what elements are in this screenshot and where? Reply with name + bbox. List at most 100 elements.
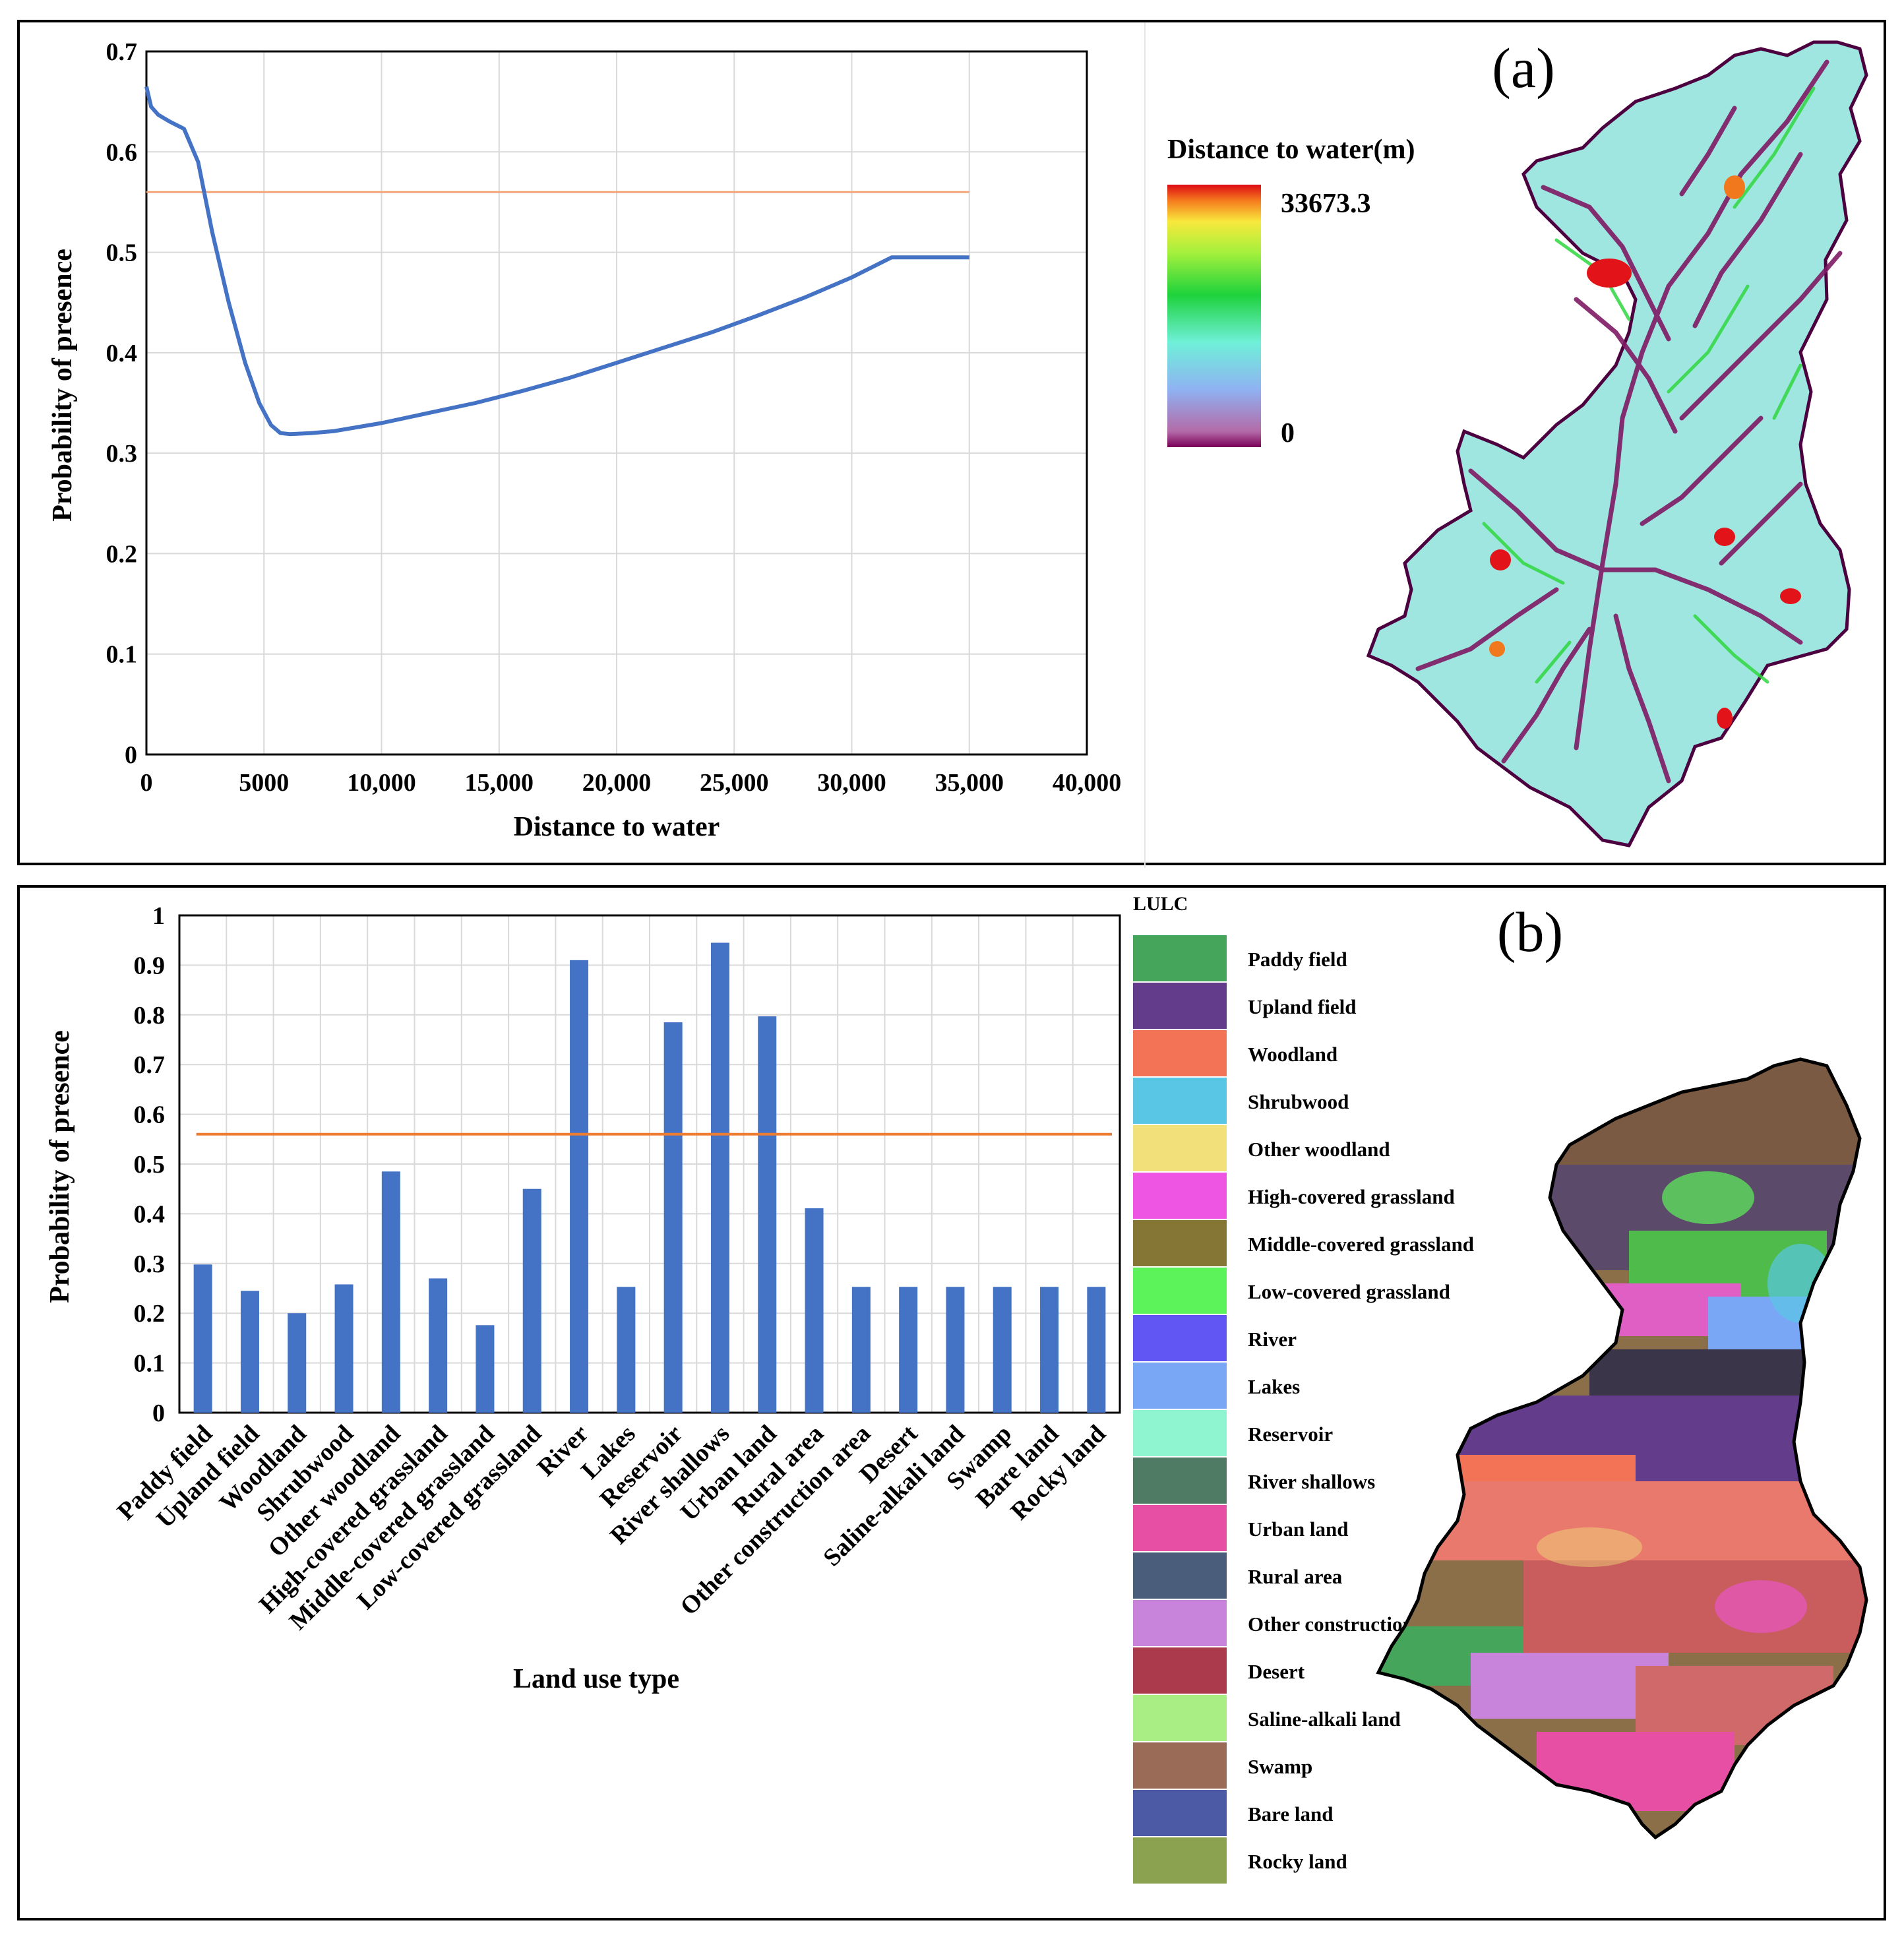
legend-label: Low-covered grassland	[1248, 1280, 1450, 1303]
x-axis-ticks-a: 0 5000 10,000 15,000 20,000 25,000 30,000 35,00…	[140, 769, 1122, 797]
legend-swatch	[1133, 1695, 1227, 1741]
y-tick-label: 0.4	[134, 1200, 166, 1228]
legend-swatch	[1133, 1742, 1227, 1789]
map-hotspot	[1489, 641, 1505, 657]
legend-label: River	[1248, 1328, 1297, 1351]
legend-label: Paddy field	[1248, 948, 1347, 971]
lulc-map	[1376, 1057, 1868, 1840]
y-tick-label: 0.1	[106, 641, 138, 669]
x-tick-label: 15,000	[465, 769, 534, 797]
x-tick-label: 20,000	[582, 769, 652, 797]
lulc-legend-title: LULC	[1133, 893, 1188, 915]
legend-label: Desert	[1248, 1660, 1305, 1683]
legend-label: Urban land	[1248, 1518, 1348, 1541]
y-tick-label: 0.5	[134, 1151, 166, 1179]
bar	[710, 942, 729, 1413]
y-tick-label: 0.1	[134, 1350, 166, 1378]
y-tick-label: 0.7	[134, 1051, 166, 1079]
legend-min-value: 0	[1281, 418, 1295, 448]
distance-to-water-map	[1366, 40, 1868, 847]
y-axis-title-b: Probability of presence	[45, 1030, 75, 1303]
legend-label: Lakes	[1248, 1375, 1300, 1398]
map-hotspot	[1780, 588, 1801, 604]
bar	[993, 1287, 1012, 1413]
legend-swatch	[1133, 1552, 1227, 1599]
legend-swatch	[1133, 1790, 1227, 1836]
legend-swatch	[1133, 1837, 1227, 1884]
legend-label: Middle-covered grassland	[1248, 1233, 1474, 1256]
legend-swatch	[1133, 1030, 1227, 1076]
legend-max-value: 33673.3	[1281, 189, 1371, 219]
y-axis-ticks-a: 0 0.1 0.2 0.3 0.4 0.5 0.6 0.7	[106, 38, 138, 769]
color-ramp-legend	[1167, 185, 1261, 447]
bar	[946, 1287, 965, 1413]
bar-chart-land-use: 0 0.1 0.2 0.3 0.4 0.5 0.6 0.7 0.8 0.9 1 Paddy fiel…	[45, 893, 1868, 1884]
y-tick-label: 0.3	[106, 440, 138, 468]
map-hotspot	[1714, 528, 1735, 546]
bar	[1040, 1287, 1059, 1413]
legend-swatch	[1133, 1458, 1227, 1504]
bar	[429, 1278, 448, 1413]
x-tick-label: 25,000	[700, 769, 769, 797]
y-tick-label: 0.7	[106, 38, 138, 66]
legend-swatch	[1133, 1647, 1227, 1694]
legend-label: Bare land	[1248, 1802, 1333, 1826]
legend-swatch	[1133, 1410, 1227, 1456]
y-tick-label: 0.9	[134, 952, 166, 979]
legend-swatch	[1133, 1315, 1227, 1361]
bar	[381, 1171, 400, 1413]
bar	[617, 1287, 636, 1413]
legend-swatch	[1133, 983, 1227, 1029]
legend-label: Shrubwood	[1248, 1090, 1349, 1113]
grid-a	[146, 51, 1088, 755]
legend-label: Upland field	[1248, 995, 1357, 1018]
bar	[570, 960, 589, 1413]
legend-label: River shallows	[1248, 1470, 1375, 1493]
bars	[193, 942, 1106, 1413]
x-tick-label: 30,000	[817, 769, 886, 797]
map-hotspot	[1587, 259, 1632, 288]
bar	[899, 1287, 918, 1413]
y-tick-label: 0.8	[134, 1002, 166, 1029]
legend-swatch	[1133, 1173, 1227, 1219]
legend-label: Reservoir	[1248, 1423, 1333, 1446]
legend-swatch	[1133, 1220, 1227, 1266]
bar	[476, 1325, 495, 1413]
map-hotspot	[1717, 708, 1733, 729]
legend-label: Saline-alkali land	[1248, 1707, 1401, 1731]
x-tick-label: 0	[140, 769, 153, 797]
bar	[758, 1016, 777, 1413]
panel-label-a: (a)	[1492, 36, 1554, 100]
bar	[334, 1284, 353, 1413]
y-tick-label: 0.6	[106, 138, 138, 166]
y-tick-label: 0.2	[134, 1300, 166, 1328]
bar	[663, 1022, 683, 1413]
legend-swatch	[1133, 935, 1227, 981]
x-tick-label: 5000	[239, 769, 289, 797]
legend-swatch	[1133, 1600, 1227, 1646]
legend-swatch	[1133, 1125, 1227, 1171]
legend-swatch	[1133, 1268, 1227, 1314]
panel-label-b: (b)	[1497, 900, 1563, 964]
y-tick-label: 0.3	[134, 1250, 166, 1278]
bar	[288, 1313, 307, 1413]
response-curve	[144, 86, 969, 437]
panel-a: 0 0.1 0.2 0.3 0.4 0.5 0.6 0.7 0 5000 10,000 15,000…	[17, 20, 1886, 868]
legend-label: Rocky land	[1248, 1850, 1347, 1873]
legend-label: Swamp	[1248, 1755, 1312, 1778]
line-chart-distance-to-water: 0 0.1 0.2 0.3 0.4 0.5 0.6 0.7 0 5000 10,000 15,000…	[47, 22, 1868, 868]
map-hotspot	[1724, 175, 1745, 199]
plot-frame-a	[145, 50, 1088, 756]
x-axis-title-a: Distance to water	[514, 812, 720, 842]
x-axis-title-b: Land use type	[513, 1664, 679, 1694]
y-tick-label: 0.2	[106, 540, 138, 568]
grid-b	[179, 915, 1121, 1413]
y-tick-label: 0.5	[106, 239, 138, 267]
bar	[851, 1287, 871, 1413]
y-tick-label: 0.6	[134, 1101, 166, 1129]
legend-swatch	[1133, 1505, 1227, 1551]
bar	[1087, 1287, 1106, 1413]
y-tick-label: 0	[152, 1399, 165, 1427]
y-tick-label: 1	[152, 902, 165, 930]
